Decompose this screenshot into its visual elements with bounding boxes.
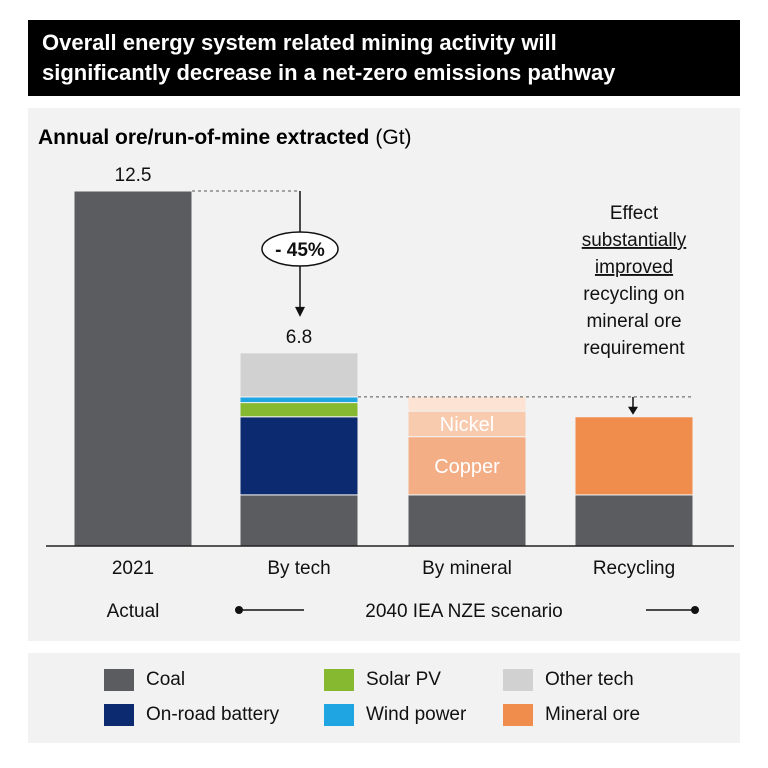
headline-line-1: Overall energy system related mining act… xyxy=(42,30,557,55)
legend-label: Solar PV xyxy=(366,669,441,690)
effect-note-line: recycling on xyxy=(583,284,684,305)
x-tick-label: By tech xyxy=(267,558,330,579)
headline-line-2: significantly decrease in a net-zero emi… xyxy=(42,60,616,85)
x-tick-labels: 2021 By tech By mineral Recycling xyxy=(112,558,675,579)
bars-group: 12.5 6.8 Copper Nickel xyxy=(73,165,694,547)
legend: Coal Solar PV Other tech On-road battery Win… xyxy=(28,653,740,743)
total-label: 12.5 xyxy=(115,165,152,186)
effect-note-line: mineral ore xyxy=(586,311,681,332)
chart-title: Annual ore/run-of-mine extracted (Gt) xyxy=(38,126,412,149)
arrow-head-icon xyxy=(295,306,305,317)
legend-swatch xyxy=(104,704,134,726)
legend-swatch xyxy=(324,704,354,726)
legend-swatch xyxy=(503,669,533,691)
reduction-label: - 45% xyxy=(275,240,325,261)
bar-segment-solar-pv xyxy=(239,402,359,418)
bar-segment-other-mineral xyxy=(407,396,527,412)
stacked-bar-chart: Annual ore/run-of-mine extracted (Gt) 12.… xyxy=(38,126,734,622)
legend-label: Wind power xyxy=(366,704,467,725)
total-label: 6.8 xyxy=(286,327,312,348)
chart-title-text: Annual ore/run-of-mine extracted xyxy=(38,126,369,149)
x-tick-label: Recycling xyxy=(593,558,675,579)
bar-segment-coal xyxy=(407,494,527,547)
legend-label: Other tech xyxy=(545,669,634,690)
bar-segment-coal xyxy=(239,494,359,547)
bar-segment-nickel xyxy=(407,410,527,438)
chart-panel: Annual ore/run-of-mine extracted (Gt) 12.… xyxy=(28,108,740,641)
actual-label: Actual xyxy=(107,601,160,622)
arrow-head-icon xyxy=(628,406,638,415)
legend-item-solar-pv: Solar PV xyxy=(324,669,441,691)
headline-banner: Overall energy system related mining act… xyxy=(28,20,740,96)
x-tick-label: 2021 xyxy=(112,558,154,579)
bracket-end-dot xyxy=(691,606,699,614)
legend-item-coal: Coal xyxy=(104,669,185,691)
legend-label: On-road battery xyxy=(146,704,280,725)
effect-note-line: requirement xyxy=(583,338,685,359)
bar-segment-mineral-ore xyxy=(574,416,694,496)
bar-segment-on-road-battery xyxy=(239,416,359,496)
x-tick-label: By mineral xyxy=(422,558,512,579)
segment-label-nickel: Nickel xyxy=(440,414,494,436)
legend-swatch xyxy=(503,704,533,726)
scenario-label: 2040 IEA NZE scenario xyxy=(365,601,563,622)
segment-label-copper: Copper xyxy=(434,456,500,478)
effect-note-line: substantially xyxy=(582,230,687,251)
bar-segment-other-tech xyxy=(239,352,359,398)
bar-segment-coal xyxy=(574,494,694,547)
reduction-badge xyxy=(261,231,339,267)
legend-label: Mineral ore xyxy=(545,704,641,725)
legend-swatch xyxy=(324,669,354,691)
bar-segment-wind-power xyxy=(239,396,359,404)
legend-item-wind-power: Wind power xyxy=(324,704,466,726)
legend-item-other-tech: Other tech xyxy=(503,669,634,691)
annotations-group: - 45% Effect substantially improved recyclin… xyxy=(107,190,699,622)
effect-note-line: Effect xyxy=(610,203,659,224)
legend-swatch xyxy=(104,669,134,691)
effect-note-line: improved xyxy=(595,257,673,278)
chart-unit: (Gt) xyxy=(375,126,411,149)
bar-segment-coal xyxy=(73,190,193,547)
legend-item-mineral-ore: Mineral ore xyxy=(503,704,640,726)
legend-item-on-road-battery: On-road battery xyxy=(104,704,279,726)
legend-label: Coal xyxy=(146,669,186,690)
